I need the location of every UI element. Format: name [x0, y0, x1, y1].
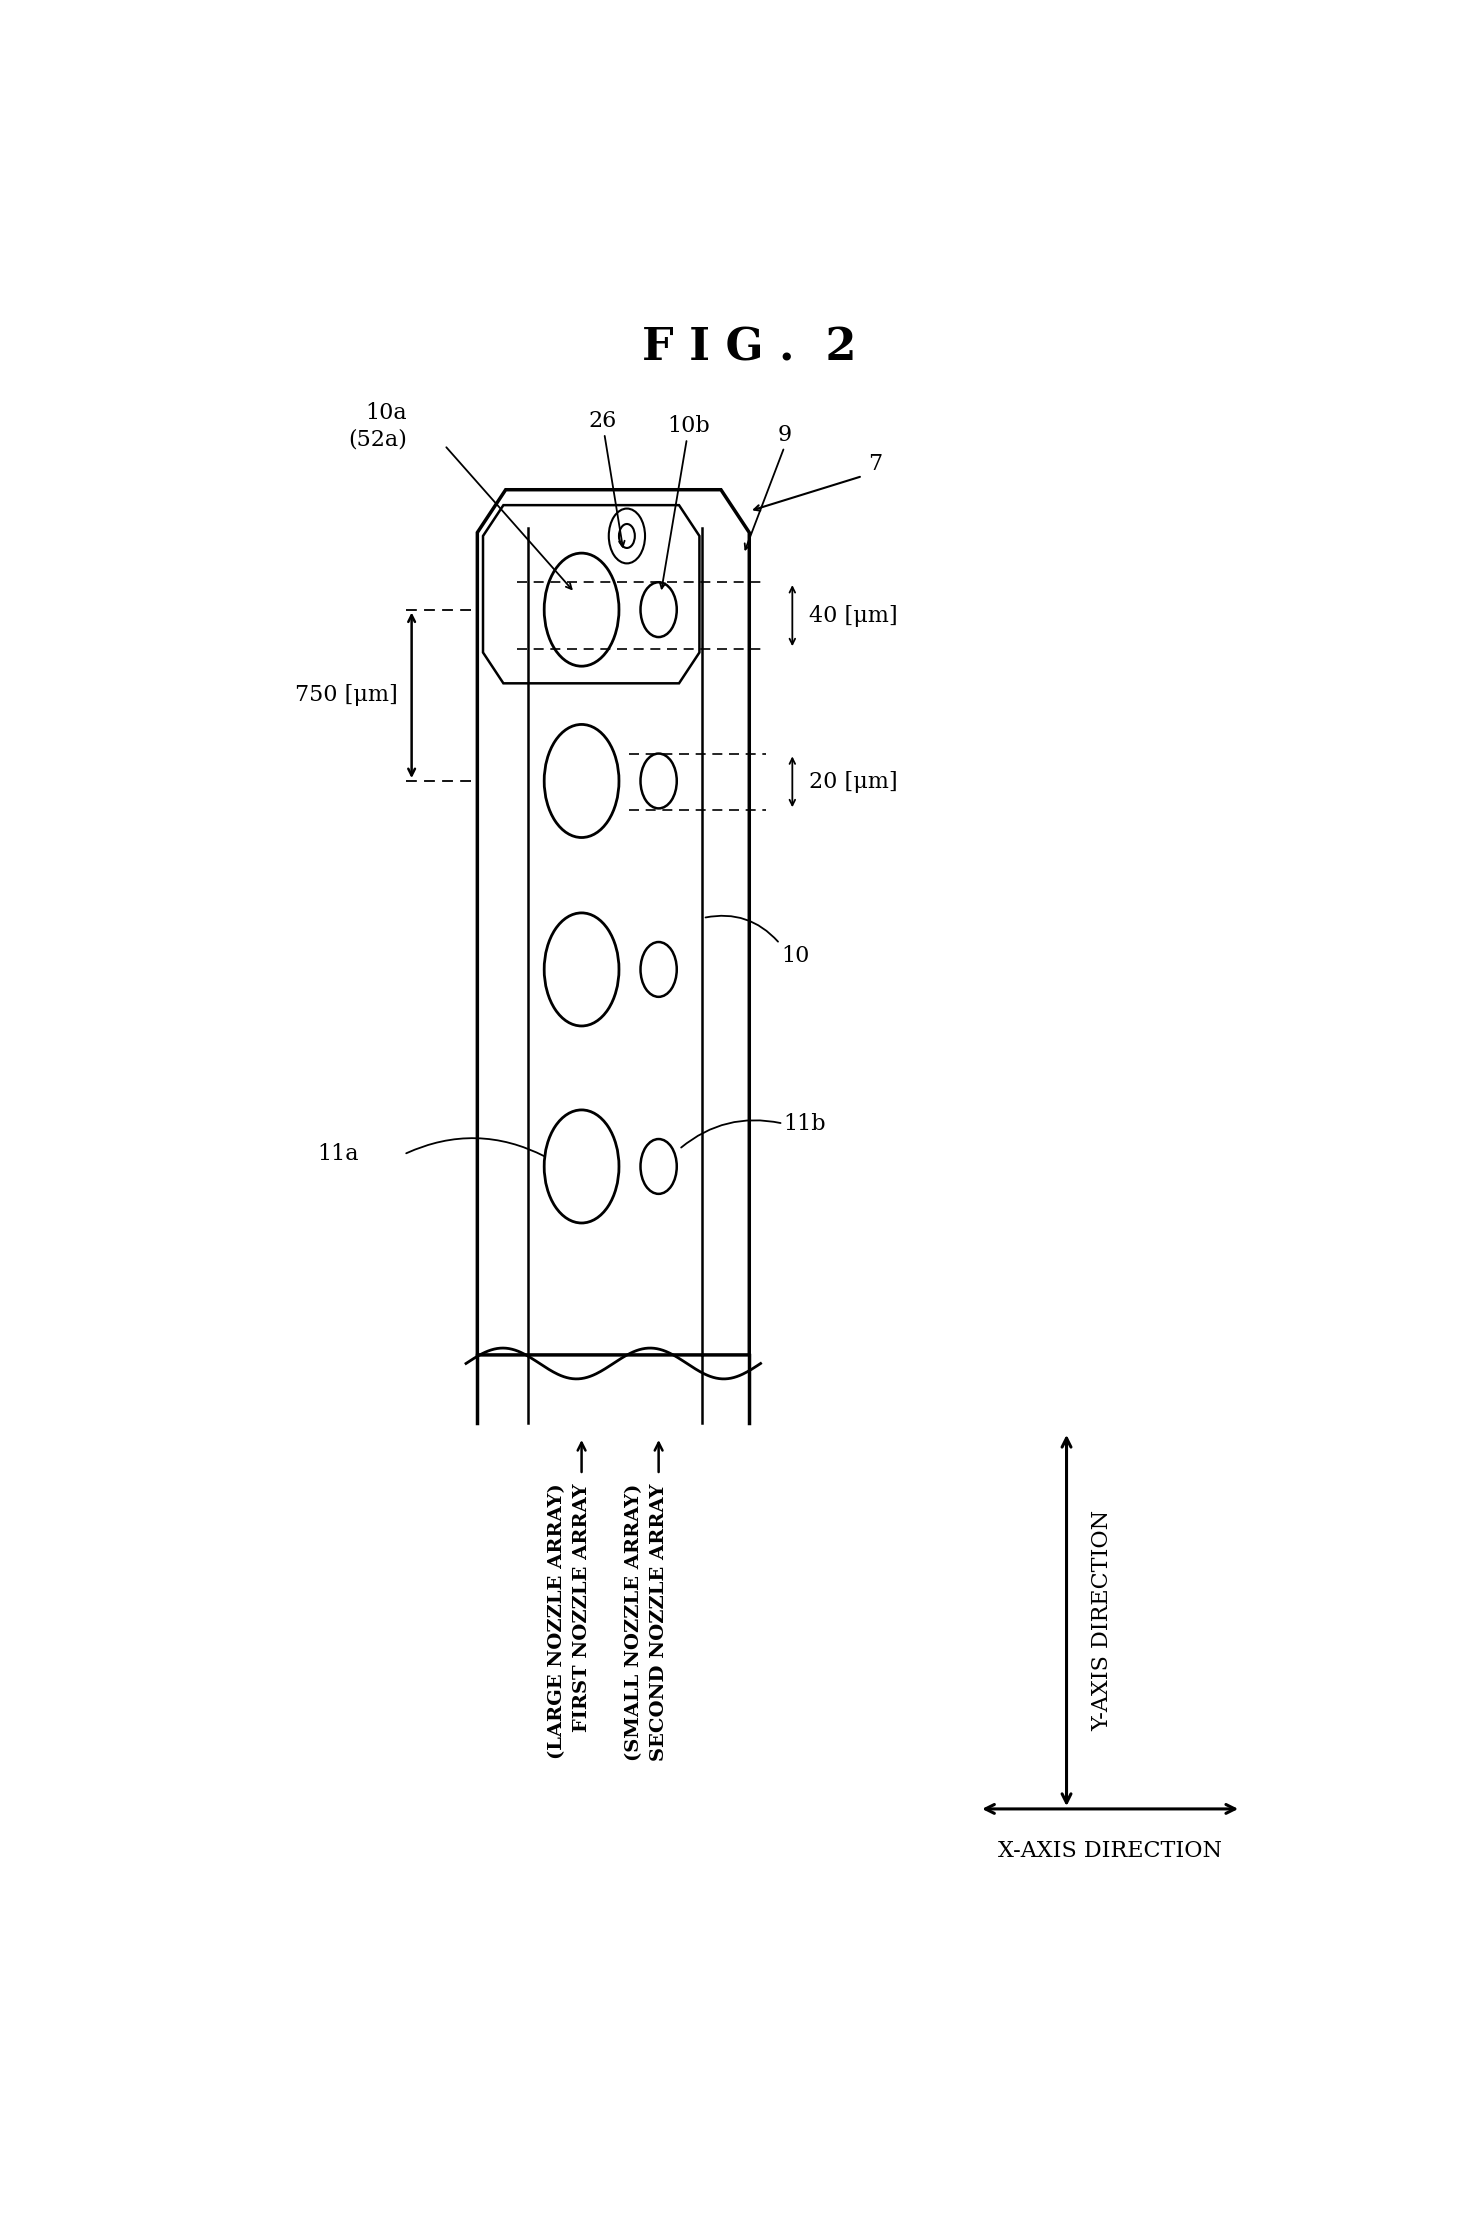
Text: F I G .  2: F I G . 2 — [642, 327, 857, 369]
Text: Y-AXIS DIRECTION: Y-AXIS DIRECTION — [1092, 1511, 1114, 1731]
Text: 10b: 10b — [668, 416, 711, 438]
Text: 10: 10 — [781, 946, 810, 966]
Text: 9: 9 — [778, 425, 792, 445]
Text: FIRST NOZZLE ARRAY: FIRST NOZZLE ARRAY — [573, 1484, 591, 1731]
Text: 750 [μm]: 750 [μm] — [295, 685, 398, 705]
Text: 26: 26 — [588, 409, 617, 432]
Text: 11b: 11b — [784, 1112, 826, 1135]
Text: (LARGE NOZZLE ARRAY): (LARGE NOZZLE ARRAY) — [548, 1484, 566, 1760]
Text: 40 [μm]: 40 [μm] — [810, 605, 898, 627]
Text: 10a
(52a): 10a (52a) — [348, 403, 406, 452]
Text: (SMALL NOZZLE ARRAY): (SMALL NOZZLE ARRAY) — [624, 1484, 643, 1760]
Text: X-AXIS DIRECTION: X-AXIS DIRECTION — [999, 1840, 1222, 1862]
Text: SECOND NOZZLE ARRAY: SECOND NOZZLE ARRAY — [649, 1484, 668, 1760]
Text: 7: 7 — [868, 454, 883, 474]
Text: 11a: 11a — [317, 1144, 358, 1166]
Text: 20 [μm]: 20 [μm] — [810, 770, 898, 792]
